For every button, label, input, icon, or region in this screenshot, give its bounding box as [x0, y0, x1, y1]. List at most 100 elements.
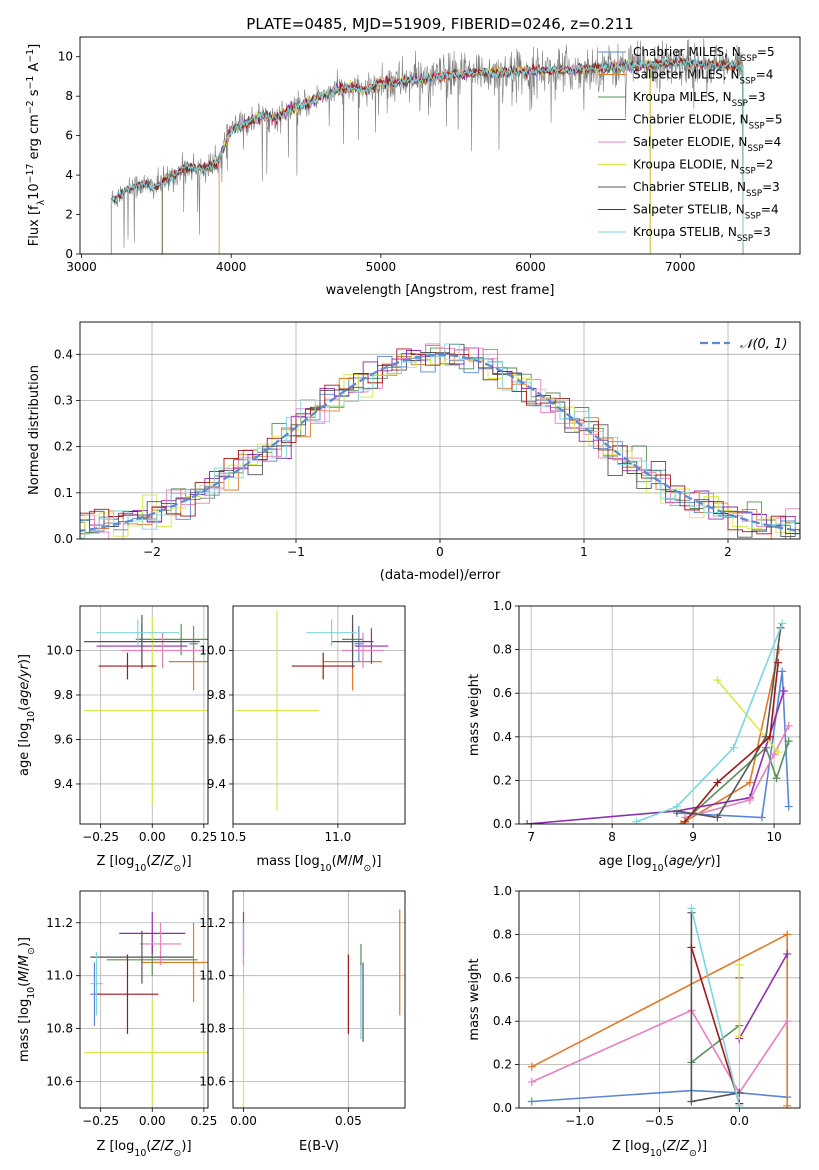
x-tick-label: −0.25 — [82, 830, 119, 844]
legend-label-kroupa_stelib: Kroupa STELIB, NSSP=3 — [633, 225, 771, 244]
x-tick-label: 7000 — [665, 260, 696, 274]
point-salpeter_miles — [774, 645, 783, 654]
point-kroupa_stelib — [672, 802, 681, 811]
axes-frame — [79, 890, 209, 1109]
x-tick-label: 9 — [689, 830, 697, 844]
plot-area — [80, 891, 208, 1108]
axes-frame — [79, 36, 801, 255]
point-kroupa_elodie — [735, 960, 744, 969]
point-kroupa_stelib — [778, 619, 787, 628]
y-tick-label: 2 — [65, 208, 73, 222]
point-kroupa_elodie — [774, 748, 783, 757]
legend-label-salpeter_elodie: Salpeter ELODIE, NSSP=4 — [633, 135, 781, 154]
y-tick-label: 11.0 — [46, 969, 73, 983]
y-tick-label: 0.8 — [493, 643, 512, 657]
axes-frame — [232, 890, 406, 1109]
axes-frame — [232, 605, 406, 825]
legend-label-salpeter_stelib: Salpeter STELIB, NSSP=4 — [633, 203, 779, 222]
y-tick-label: 0.2 — [493, 1058, 512, 1072]
x-tick-label: −1.0 — [565, 1114, 594, 1128]
y-tick-label: 0.4 — [54, 347, 73, 361]
y-tick-label: 6 — [65, 129, 73, 143]
plot-area — [233, 606, 405, 824]
histogram-kroupa_miles — [80, 347, 800, 539]
axes-frame — [518, 605, 801, 825]
axes-frame — [518, 890, 801, 1109]
y-tick-label: 11.2 — [199, 916, 226, 930]
point-salpeter_stelib — [687, 943, 696, 952]
x-tick-label: 10.5 — [220, 830, 247, 844]
series-line-kroupa_stelib — [636, 623, 783, 823]
legend-label-chabrier_stelib: Chabrier STELIB, NSSP=3 — [633, 180, 780, 199]
model-spectrum-kroupa_stelib — [110, 56, 744, 254]
x-tick-label: 10 — [766, 830, 781, 844]
point-chabrier_stelib — [687, 1097, 696, 1106]
y-tick-label: 9.6 — [54, 732, 73, 746]
point-kroupa_elodie — [735, 1032, 744, 1041]
point-salpeter_stelib — [766, 732, 775, 741]
plot-area — [110, 38, 744, 254]
point-chabrier_miles — [778, 667, 787, 676]
series-line-salpeter_elodie — [684, 725, 790, 819]
x-tick-label: −1 — [287, 545, 305, 559]
x-tick-label: −0.25 — [82, 1114, 119, 1128]
point-kroupa_stelib — [687, 904, 696, 913]
x-axis-label: age [log10(age/yr)] — [598, 854, 720, 874]
x-tick-label: 0.25 — [191, 830, 218, 844]
point-chabrier_miles — [757, 813, 766, 822]
y-tick-label: 0.3 — [54, 393, 73, 407]
legend: Chabrier MILES, NSSP=5 Salpeter MILES, NS… — [598, 45, 782, 244]
series-line-salpeter_stelib — [690, 947, 741, 1104]
chart-spectrum: 3000 4000 5000 6000 7000 0 2 4 6 8 10 Chabrier MILE… — [25, 36, 801, 298]
y-tick-label: 0.6 — [493, 971, 512, 985]
y-tick-label: 10.0 — [199, 643, 226, 657]
axes-frame — [79, 605, 209, 825]
point-kroupa_miles — [784, 737, 793, 746]
chart-age_vs_mass: 10.5 11.0 9.4 9.6 9.8 10.0 mass [log10(M/M⊙)] — [199, 605, 406, 874]
legend-label-kroupa_elodie: Kroupa ELODIE, NSSP=2 — [633, 158, 773, 177]
y-axis-label: mass weight — [467, 958, 482, 1040]
point-salpeter_miles — [745, 778, 754, 787]
y-tick-label: 11.0 — [199, 969, 226, 983]
series-line-chabrier_elodie — [527, 690, 785, 824]
y-tick-label: 9.8 — [54, 688, 73, 702]
x-axis-label: wavelength [Angstrom, rest frame] — [326, 283, 555, 298]
histogram-chabrier_stelib — [80, 343, 800, 538]
y-tick-label: 10.6 — [199, 1075, 226, 1089]
point-salpeter_miles — [527, 1062, 536, 1071]
series-line-kroupa_stelib — [690, 908, 741, 1106]
chart-age_vs_Z: −0.25 0.00 0.25 9.4 9.6 9.8 10.0 Z [log10(Z/Z⊙)… — [17, 605, 218, 874]
x-tick-label: 0.00 — [139, 830, 166, 844]
y-tick-label: 0.6 — [493, 686, 512, 700]
point-salpeter_stelib — [713, 778, 722, 787]
plot-area — [519, 891, 800, 1108]
y-tick-label: 10.8 — [46, 1022, 73, 1036]
point-chabrier_stelib — [713, 813, 722, 822]
axes-frame — [79, 321, 801, 540]
point-kroupa_stelib — [729, 743, 738, 752]
y-tick-label: 0 — [65, 247, 73, 261]
x-tick-label: −2 — [143, 545, 161, 559]
point-chabrier_elodie — [783, 949, 792, 958]
chart-mass_vs_ebv: 0.00 0.05 10.6 10.8 11.0 11.2 E(B-V) — [199, 890, 406, 1154]
y-axis-label: mass [log10(M/M⊙)] — [17, 937, 37, 1062]
y-tick-label: 9.8 — [207, 688, 226, 702]
x-axis-label: mass [log10(M/M⊙)] — [257, 854, 382, 874]
legend-label-salpeter_miles: Salpeter MILES, NSSP=4 — [633, 68, 773, 87]
y-tick-label: 0.0 — [493, 817, 512, 831]
y-tick-label: 9.6 — [207, 732, 226, 746]
point-salpeter_miles — [783, 930, 792, 939]
point-salpeter_stelib — [681, 817, 690, 824]
chart-massweight_vs_Z: −1.0 −0.5 0.0 0.0 0.2 0.4 0.6 0.8 1.0 Z [log10(Z/… — [467, 884, 801, 1159]
point-kroupa_miles — [772, 774, 781, 783]
model-spectrum-salpeter_elodie — [218, 60, 651, 254]
y-tick-label: 11.2 — [46, 916, 73, 930]
series-line-salpeter_stelib — [684, 662, 779, 823]
legend-label-chabrier_miles: Chabrier MILES, NSSP=5 — [633, 45, 775, 64]
y-tick-label: 0.0 — [493, 1101, 512, 1115]
histogram-kroupa_stelib — [80, 343, 800, 539]
y-tick-label: 0.8 — [493, 927, 512, 941]
x-tick-label: 0.0 — [730, 1114, 749, 1128]
series-line-salpeter_elodie — [531, 1009, 788, 1095]
point-chabrier_miles — [527, 1097, 536, 1106]
